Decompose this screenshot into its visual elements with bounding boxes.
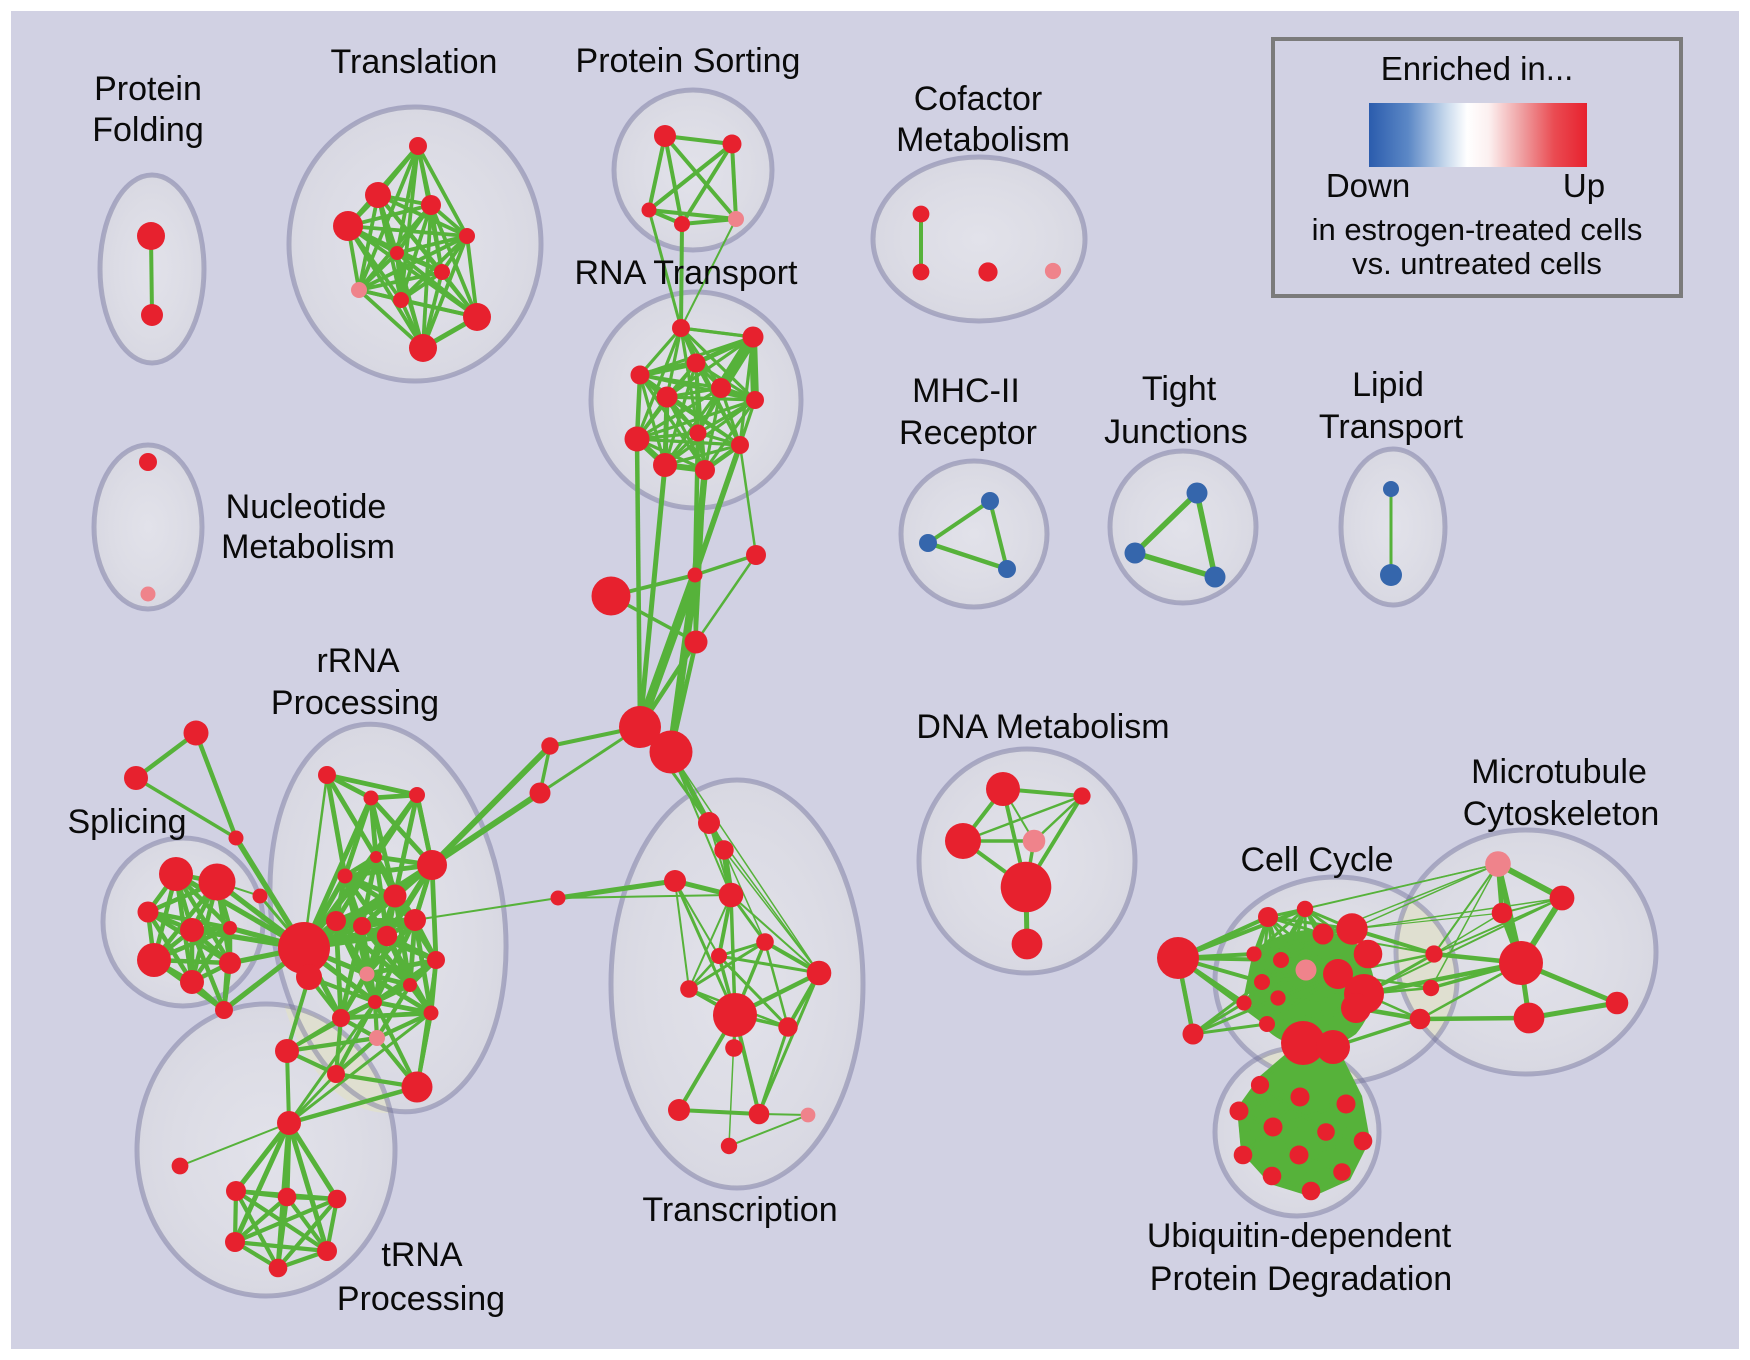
svg-text:Transcription: Transcription [642, 1191, 837, 1229]
svg-text:DNA Metabolism: DNA Metabolism [916, 708, 1169, 746]
svg-text:Protein: Protein [94, 70, 202, 108]
svg-text:Metabolism: Metabolism [221, 528, 395, 566]
svg-text:MHC-II: MHC-II [912, 372, 1020, 410]
svg-text:Metabolism: Metabolism [896, 121, 1070, 159]
svg-text:Receptor: Receptor [899, 414, 1037, 452]
svg-text:Cell Cycle: Cell Cycle [1240, 841, 1393, 879]
svg-text:Folding: Folding [92, 111, 204, 149]
svg-text:Down: Down [1326, 167, 1410, 204]
svg-text:Processing: Processing [337, 1280, 505, 1318]
svg-text:rRNA: rRNA [316, 642, 399, 680]
svg-text:vs. untreated cells: vs. untreated cells [1352, 246, 1602, 281]
svg-text:Enriched in...: Enriched in... [1381, 50, 1574, 87]
svg-text:Translation: Translation [331, 43, 498, 81]
svg-text:Protein Sorting: Protein Sorting [576, 42, 801, 80]
svg-text:Splicing: Splicing [67, 803, 186, 841]
svg-text:Junctions: Junctions [1104, 413, 1248, 451]
svg-text:Ubiquitin-dependent: Ubiquitin-dependent [1147, 1217, 1452, 1255]
svg-text:in estrogen-treated cells: in estrogen-treated cells [1312, 212, 1643, 247]
svg-text:Nucleotide: Nucleotide [226, 488, 387, 526]
svg-text:Processing: Processing [271, 684, 439, 722]
svg-text:Microtubule: Microtubule [1471, 753, 1647, 791]
svg-text:Tight: Tight [1142, 370, 1217, 408]
svg-text:Cytoskeleton: Cytoskeleton [1463, 795, 1660, 833]
svg-text:Transport: Transport [1319, 408, 1464, 446]
svg-text:tRNA: tRNA [381, 1236, 463, 1274]
svg-text:Protein Degradation: Protein Degradation [1150, 1260, 1452, 1298]
svg-text:RNA Transport: RNA Transport [575, 254, 799, 292]
svg-text:Up: Up [1563, 167, 1605, 204]
svg-text:Lipid: Lipid [1352, 366, 1424, 404]
svg-text:Cofactor: Cofactor [914, 80, 1043, 118]
